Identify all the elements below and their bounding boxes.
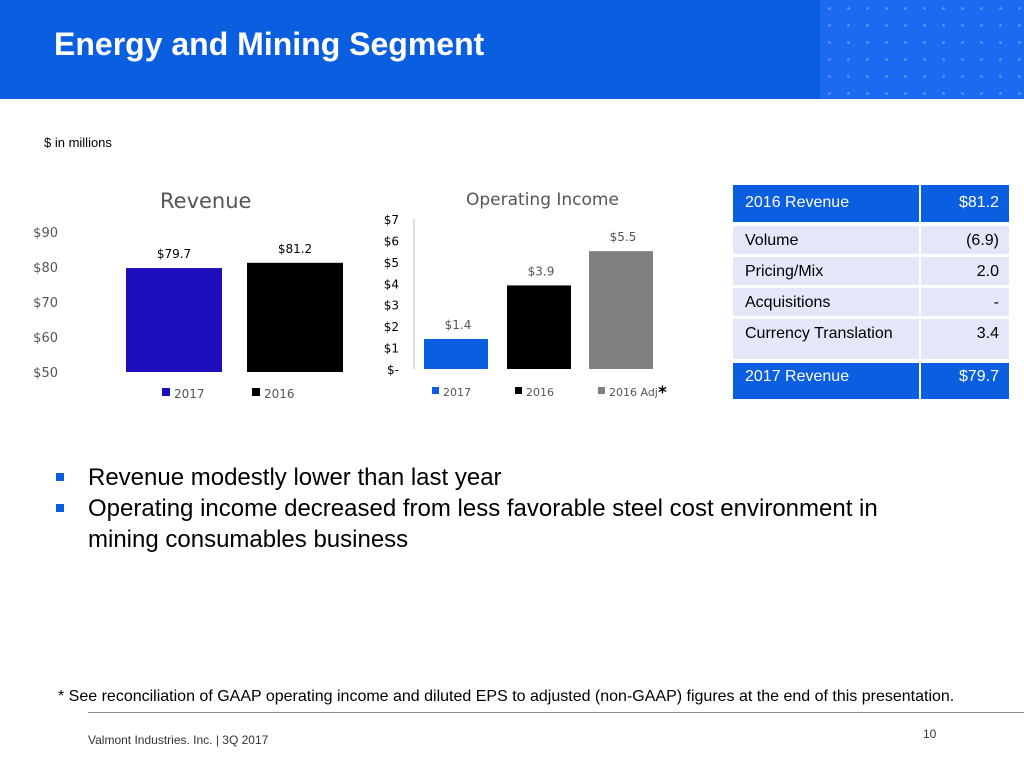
square-bullet-icon	[56, 504, 64, 512]
page-number: 10	[923, 727, 937, 741]
legend-swatch	[252, 388, 260, 396]
page-title: Energy and Mining Segment	[54, 26, 485, 62]
bridge-end-label: 2017 Revenue	[733, 363, 919, 399]
dot-pattern-decoration	[820, 0, 1024, 99]
bar	[247, 262, 343, 372]
bridge-row-label: Volume	[733, 226, 919, 254]
bridge-row-label: Currency Translation	[733, 319, 919, 359]
bullet-item: Operating income decreased from less fav…	[56, 493, 936, 555]
data-label: $81.2	[278, 242, 312, 256]
bridge-end-value: $79.7	[921, 363, 1009, 399]
bullet-text: Operating income decreased from less fav…	[88, 495, 878, 553]
y-tick-label: $80	[33, 261, 58, 276]
legend-swatch	[162, 388, 170, 396]
legend-label: 2017	[174, 387, 205, 401]
square-bullet-icon	[56, 473, 64, 481]
data-label: $79.7	[157, 247, 191, 261]
bridge-row: Acquisitions -	[733, 288, 1009, 316]
bridge-start-row: 2016 Revenue $81.2	[733, 185, 1009, 222]
divider	[88, 712, 1024, 713]
bullet-item: Revenue modestly lower than last year	[56, 462, 936, 493]
bridge-row-label: Acquisitions	[733, 288, 919, 316]
bridge-start-label: 2016 Revenue	[733, 185, 919, 222]
bridge-row: Currency Translation 3.4	[733, 319, 1009, 359]
bullet-list: Revenue modestly lower than last year Op…	[56, 462, 936, 555]
bullet-text: Revenue modestly lower than last year	[88, 464, 502, 491]
y-tick-label: $90	[33, 226, 58, 241]
legend-label: 2016	[264, 387, 295, 401]
y-tick-label: $50	[33, 366, 58, 381]
units-note: $ in millions	[44, 135, 112, 150]
operating-income-chart-title: Operating Income	[466, 190, 619, 210]
bridge-start-value: $81.2	[921, 185, 1009, 222]
title-bar: Energy and Mining Segment	[0, 0, 1024, 99]
bridge-end-row: 2017 Revenue $79.7	[733, 363, 1009, 399]
bridge-row: Pricing/Mix 2.0	[733, 257, 1009, 285]
bridge-row-value: -	[921, 288, 1009, 316]
footnote: * See reconciliation of GAAP operating i…	[58, 688, 955, 705]
footer-text: Valmont Industries. Inc. | 3Q 2017	[88, 733, 269, 747]
bridge-row-label: Pricing/Mix	[733, 257, 919, 285]
revenue-chart-title: Revenue	[160, 189, 252, 213]
bridge-row: Volume (6.9)	[733, 226, 1009, 254]
bridge-row-value: 3.4	[921, 319, 1009, 359]
y-tick-label: $60	[33, 331, 58, 346]
y-tick-label: $70	[33, 296, 58, 311]
bridge-row-value: 2.0	[921, 257, 1009, 285]
bar	[126, 268, 222, 372]
bridge-row-value: (6.9)	[921, 226, 1009, 254]
